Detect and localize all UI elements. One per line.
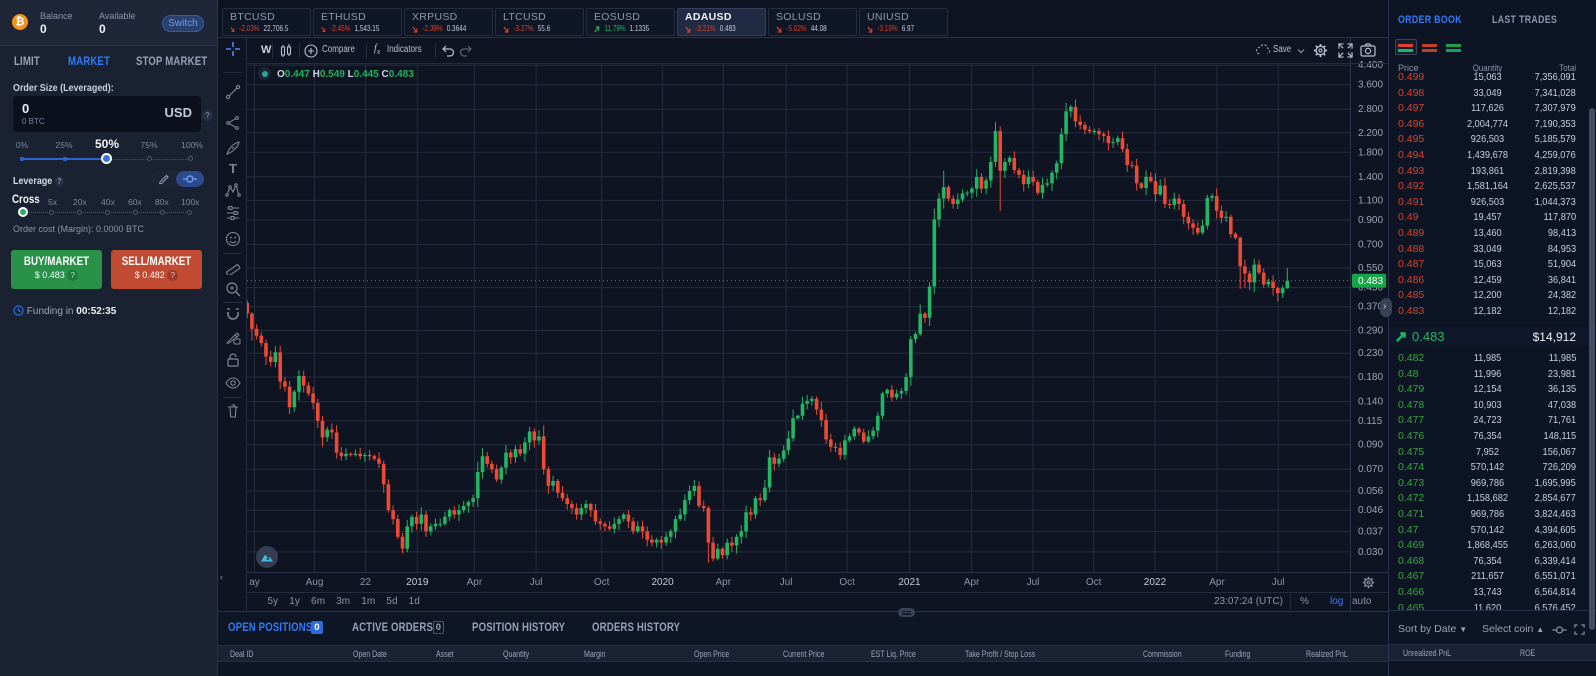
svg-text:Jul: Jul [530,577,543,588]
svg-text:0.700: 0.700 [1358,240,1383,251]
svg-text:Apr: Apr [467,577,483,588]
svg-text:2022: 2022 [1144,577,1167,588]
svg-text:Jul: Jul [780,577,793,588]
svg-text:Apr: Apr [1209,577,1225,588]
svg-text:0.900: 0.900 [1358,215,1383,226]
svg-text:1.800: 1.800 [1358,147,1383,158]
svg-text:Oct: Oct [839,577,855,588]
svg-text:Aug: Aug [306,577,324,588]
svg-text:ay: ay [249,577,260,588]
svg-text:3.600: 3.600 [1358,80,1383,91]
svg-text:0.230: 0.230 [1358,348,1383,359]
svg-text:1.400: 1.400 [1358,172,1383,183]
svg-text:0.046: 0.046 [1358,505,1383,516]
svg-text:Oct: Oct [1086,577,1102,588]
svg-text:Jul: Jul [1027,577,1040,588]
svg-text:Apr: Apr [964,577,980,588]
svg-text:0.037: 0.037 [1358,526,1383,537]
svg-text:0.450: 0.450 [1358,283,1383,294]
svg-text:4.400: 4.400 [1358,60,1383,71]
svg-text:0.056: 0.056 [1358,486,1383,497]
svg-text:0.115: 0.115 [1358,416,1383,427]
svg-text:0.140: 0.140 [1358,397,1383,408]
svg-text:0.290: 0.290 [1358,326,1383,337]
svg-text:0.180: 0.180 [1358,372,1383,383]
svg-text:2021: 2021 [898,577,921,588]
svg-text:2.200: 2.200 [1358,128,1383,139]
svg-text:T: T [229,161,237,176]
svg-text:0.483: 0.483 [1358,276,1383,287]
svg-text:2020: 2020 [651,577,674,588]
svg-text:0.070: 0.070 [1358,464,1383,475]
svg-text:22: 22 [360,577,372,588]
svg-text:2019: 2019 [406,577,429,588]
svg-text:Apr: Apr [716,577,732,588]
svg-text:Oct: Oct [594,577,610,588]
svg-text:0.030: 0.030 [1358,547,1383,558]
svg-text:1.100: 1.100 [1358,195,1383,206]
svg-text:Jul: Jul [1272,577,1285,588]
svg-text:0.090: 0.090 [1358,440,1383,451]
svg-text:0.370: 0.370 [1358,302,1383,313]
svg-text:0.550: 0.550 [1358,263,1383,274]
svg-text:2.800: 2.800 [1358,104,1383,115]
